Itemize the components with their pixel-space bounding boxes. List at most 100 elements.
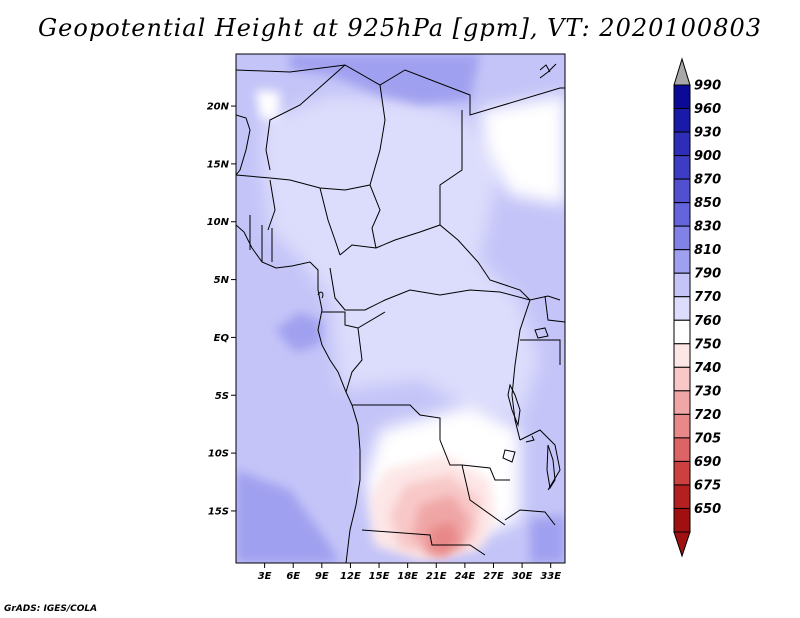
geopotential-field — [236, 54, 565, 563]
colorbar-swatch — [673, 413, 691, 439]
lon-tick-label: 21E — [426, 571, 447, 582]
colorbar-swatch — [673, 131, 691, 157]
lat-tick-label: 15N — [207, 159, 230, 170]
field-760-770-northeast — [480, 95, 565, 205]
lat-tick-label: 5S — [215, 391, 229, 402]
colorbar-swatch — [673, 296, 691, 321]
border-angola-drc — [352, 404, 441, 440]
colorbar-level-label: 690 — [694, 455, 721, 470]
border-uganda — [520, 339, 561, 365]
colorbar-level-label: 930 — [694, 126, 721, 141]
colorbar-swatch — [673, 84, 691, 110]
colorbar-level-label: 675 — [694, 478, 721, 493]
colorbar-level-label: 750 — [694, 337, 721, 352]
border-mali-algeria — [265, 64, 346, 171]
colorbar-level-label: 760 — [694, 314, 721, 329]
colorbar-swatch — [673, 202, 691, 227]
border-burkina — [267, 179, 276, 231]
colorbar-level-label: 770 — [694, 290, 721, 305]
field-810-southwest — [236, 470, 340, 563]
lat-tick-label: 15S — [208, 506, 229, 517]
bioko-island — [317, 291, 324, 299]
border-car-south — [329, 267, 561, 311]
colorbar-level-label: 650 — [694, 502, 721, 517]
lat-tick-label: 10S — [208, 449, 229, 460]
lon-tick-label: 12E — [340, 571, 361, 582]
coastline-gulf-of-guinea — [236, 224, 361, 563]
colorbar-swatch — [673, 484, 691, 509]
lon-tick-label: 6E — [286, 571, 300, 582]
country-borders — [236, 63, 565, 563]
border-niger-algeria — [369, 84, 386, 186]
lon-tick-label: 18E — [397, 571, 418, 582]
lat-tick-label: 5N — [214, 275, 230, 286]
field-760-770-northwest — [256, 90, 280, 120]
border-mozambique — [504, 509, 556, 526]
colorbar-level-label: 730 — [694, 384, 721, 399]
lake-malawi — [546, 444, 556, 490]
lon-tick-label: 9E — [315, 571, 329, 582]
colorbar-level-label: 705 — [694, 431, 721, 446]
colorbar-level-label: 960 — [694, 102, 721, 117]
colorbar-level-label: 870 — [694, 173, 721, 188]
field-810-north — [290, 54, 480, 105]
colorbar-swatch — [673, 460, 691, 486]
colorbar-swatch — [673, 272, 691, 298]
map-axes: 20N 15N 10N 5N EQ 5S 10S 15S 3E 6E 9E 12E 15E 18E 21E 2… — [207, 102, 562, 582]
lat-tick-label: EQ — [214, 333, 230, 344]
border-egypt — [539, 63, 557, 79]
colorbar-swatch — [673, 225, 691, 251]
lon-tick-label: 27E — [483, 571, 504, 582]
field-810-southeast — [530, 515, 565, 563]
lon-tick-label: 24E — [454, 571, 475, 582]
colorbar-level-label: 830 — [694, 220, 721, 235]
border-south-sudan — [544, 295, 565, 323]
colorbar-swatch — [673, 155, 691, 180]
colorbar-swatch — [673, 390, 691, 415]
lake-mweru — [502, 449, 516, 463]
border-tanzania — [519, 429, 561, 491]
lake-tanganyika — [507, 383, 521, 427]
map-frame — [235, 53, 566, 564]
border-namibia — [361, 529, 486, 556]
lon-tick-label: 33E — [540, 571, 561, 582]
grads-credit: GrADS: IGES/COLA — [4, 604, 98, 614]
colorbar-swatch — [673, 249, 691, 274]
lon-tick-label: 3E — [258, 571, 272, 582]
field-810-gulf — [275, 312, 322, 352]
border-sahel — [236, 174, 381, 249]
colorbar-level-label: 720 — [694, 408, 721, 423]
colorbar-level-label: 810 — [694, 243, 721, 258]
border-nigeria-niger — [319, 187, 341, 256]
border-gabon-congo — [322, 311, 386, 329]
colorbar-level-label: 900 — [694, 149, 721, 164]
border-drc-east — [511, 299, 531, 441]
colorbar-under-arrow — [673, 531, 691, 558]
lake-rukwa — [525, 435, 535, 443]
colorbar-over-arrow — [673, 57, 691, 86]
border-zambia — [439, 439, 510, 481]
field-770-790-interior — [262, 95, 540, 420]
border-chad-libya-sudan — [439, 110, 463, 225]
colorbar-level-label: 790 — [694, 267, 721, 282]
lake-victoria — [534, 327, 549, 339]
colorbar-swatch — [673, 178, 691, 204]
map-title: Geopotential Height at 925hPa [gpm], VT:… — [38, 14, 762, 42]
colorbar-swatch — [673, 507, 691, 533]
colorbar-level-label: 850 — [694, 196, 721, 211]
colorbar-swatch — [673, 366, 691, 392]
border-north — [236, 64, 565, 116]
field-720-core — [428, 522, 460, 556]
colorbar-level-label: 740 — [694, 361, 721, 376]
colorbar-level-label: 990 — [694, 79, 721, 94]
lat-tick-label: 10N — [207, 217, 230, 228]
border-congo — [345, 327, 363, 393]
colorbar: 990 960 930 900 870 850 830 810 790 770 760 750 740 7… — [673, 57, 721, 558]
border-zambia-zimbabwe — [461, 464, 506, 526]
colorbar-swatch — [673, 319, 691, 345]
nile-delta — [539, 64, 551, 73]
border-car-chad — [339, 224, 531, 301]
colorbar-swatch — [673, 108, 691, 133]
lon-tick-label: 15E — [369, 571, 390, 582]
